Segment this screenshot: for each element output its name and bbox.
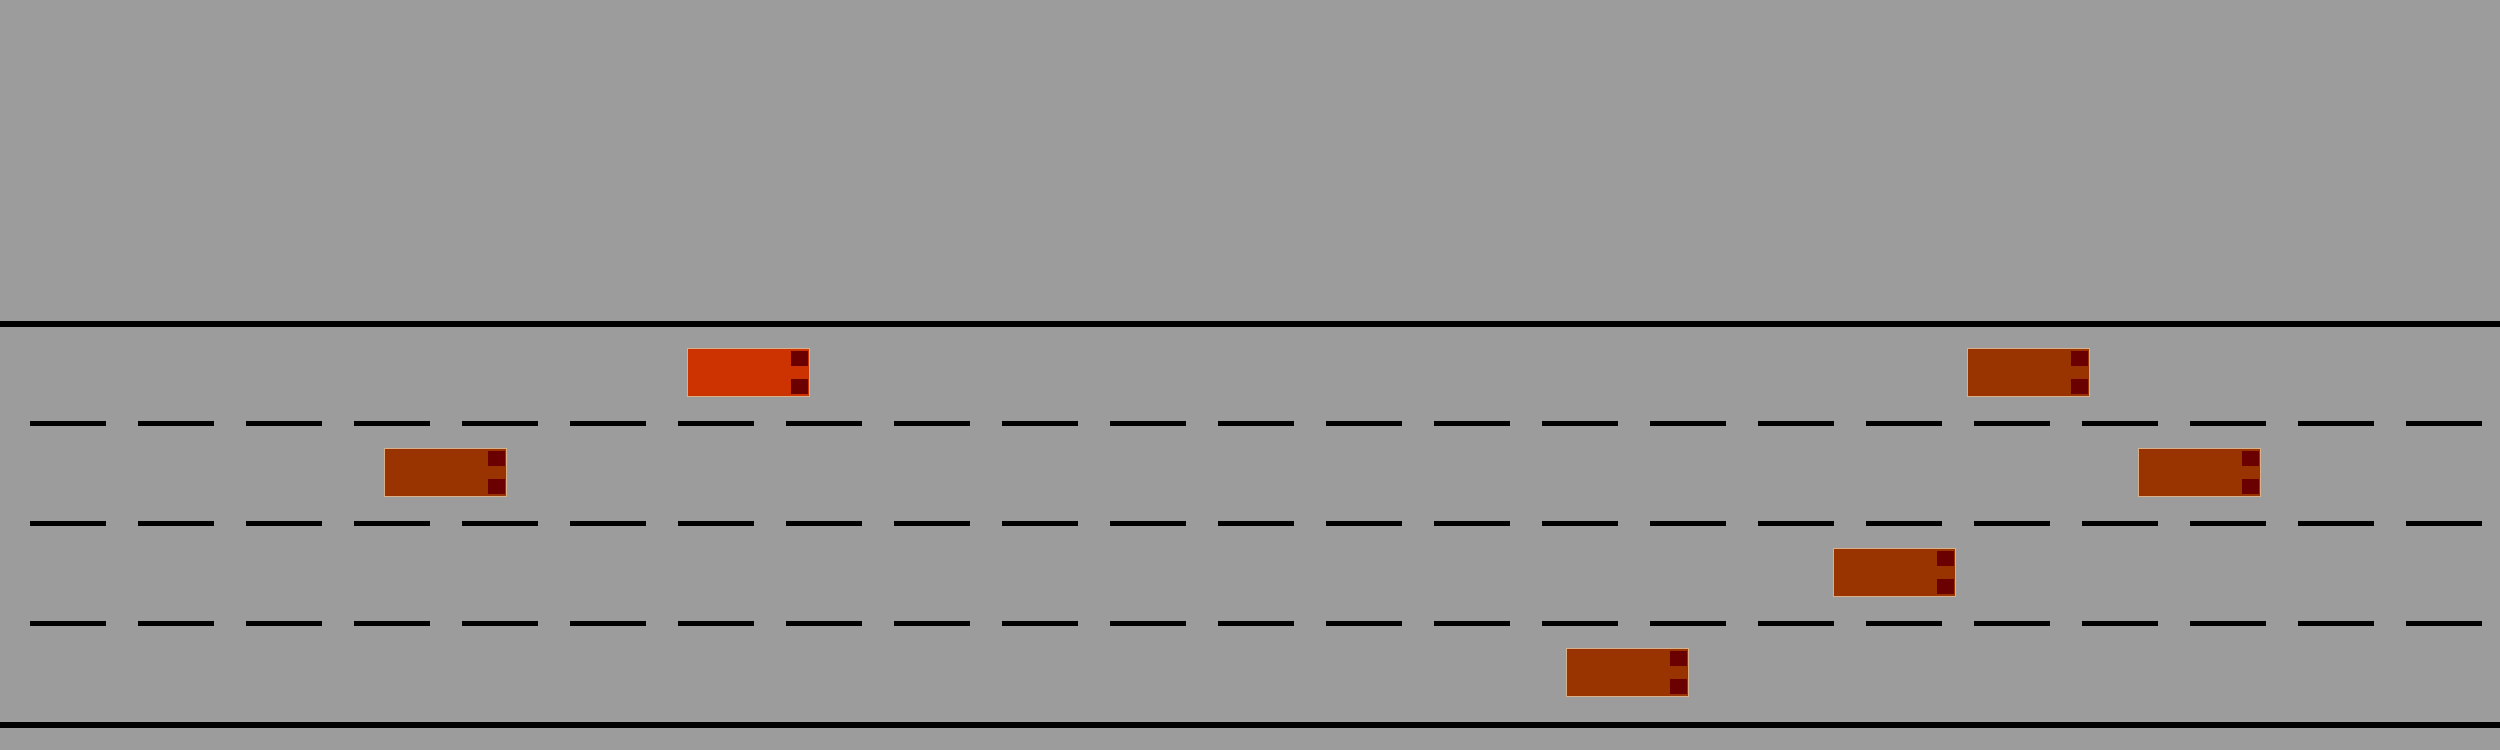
lane-divider-3 [30,621,2500,626]
headlight-icon [1670,679,1687,694]
road-edge-top [0,321,2500,327]
headlight-icon [2242,479,2259,494]
headlight-icon [488,451,505,466]
other-vehicle [1566,648,1689,697]
headlight-icon [2071,351,2088,366]
headlight-icon [791,379,808,394]
headlight-icon [2242,451,2259,466]
lane-divider-1 [30,421,2500,426]
headlight-icon [791,351,808,366]
headlight-icon [1670,651,1687,666]
other-vehicle [384,448,507,497]
ego-vehicle [687,348,810,397]
road-edge-bottom [0,722,2500,728]
other-vehicle [2138,448,2261,497]
lane-divider-2 [30,521,2500,526]
headlight-icon [1937,579,1954,594]
other-vehicle [1967,348,2090,397]
other-vehicle [1833,548,1956,597]
headlight-icon [488,479,505,494]
headlight-icon [1937,551,1954,566]
headlight-icon [2071,379,2088,394]
